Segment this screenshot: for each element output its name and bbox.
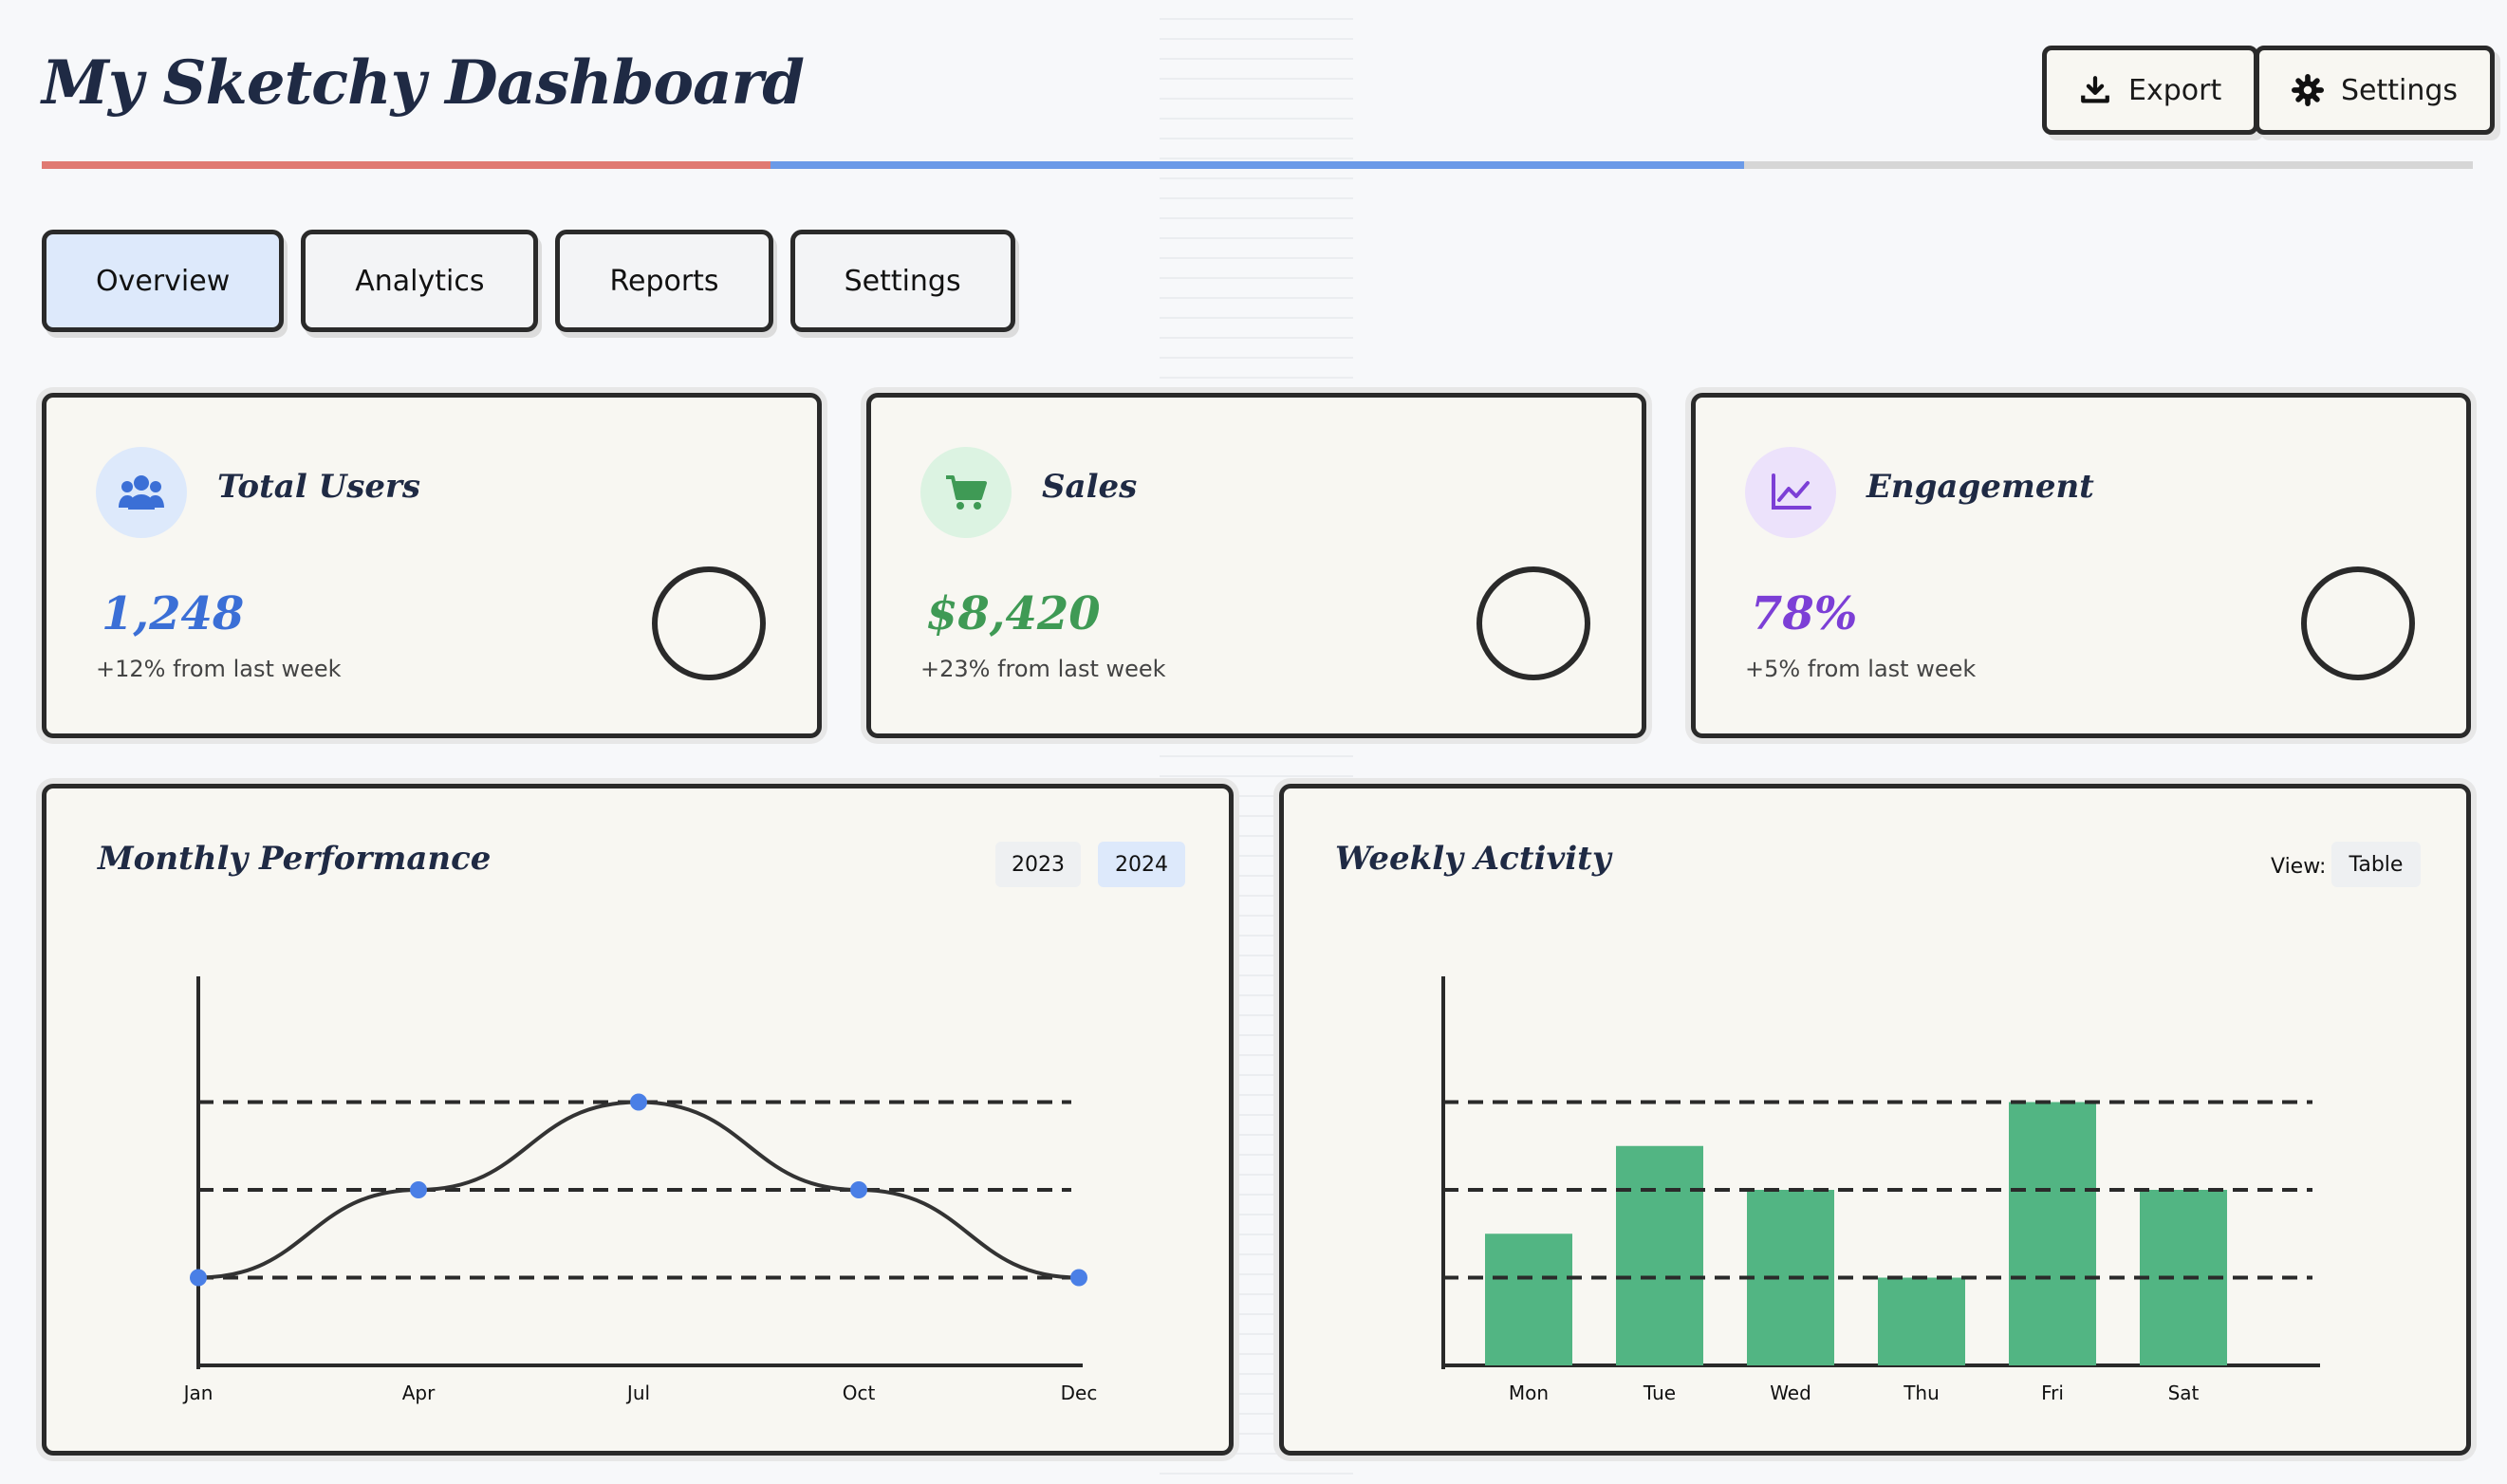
stat-card-sales: Sales $8,420 +23% from last week (866, 393, 1646, 738)
monthly-performance-panel: Monthly Performance 2023 2024 Jan Apr Jul O… (42, 784, 1234, 1456)
header-underline (42, 161, 2473, 169)
stat-card-total-users: Total Users 1,248 +12% from last week (42, 393, 822, 738)
stat-label: Total Users (217, 468, 421, 506)
data-point (630, 1093, 647, 1111)
users-icon (96, 447, 187, 538)
data-point (850, 1181, 867, 1198)
panel-title: Monthly Performance (98, 840, 492, 878)
progress-ring (1476, 566, 1590, 680)
tab-analytics[interactable]: Analytics (301, 230, 539, 332)
tab-settings[interactable]: Settings (789, 230, 1015, 332)
export-label: Export (2128, 73, 2222, 107)
x-tick-label: Oct (843, 1382, 876, 1404)
download-icon (2081, 76, 2109, 103)
year-2024-button[interactable]: 2024 (1098, 842, 1185, 887)
x-tick-label: Wed (1770, 1382, 1811, 1404)
stat-delta: +12% from last week (96, 656, 342, 682)
page-title: My Sketchy Dashboard (42, 47, 805, 119)
tab-overview[interactable]: Overview (42, 230, 285, 332)
progress-ring (652, 566, 766, 680)
weekly-bar-chart: Mon Tue Wed Thu Fri Sat (1441, 976, 2320, 1404)
x-tick-label: Thu (1903, 1382, 1940, 1404)
settings-label: Settings (2341, 73, 2459, 107)
x-tick-label: Jul (625, 1382, 650, 1404)
bar (1485, 1234, 1572, 1365)
panel-title: Weekly Activity (1335, 840, 1611, 878)
export-button[interactable]: Export (2042, 46, 2259, 135)
settings-button[interactable]: Settings (2255, 46, 2496, 135)
stat-delta: +23% from last week (920, 656, 1166, 682)
stat-card-engagement: Engagement 78% +5% from last week (1691, 393, 2471, 738)
year-2023-button[interactable]: 2023 (995, 842, 1081, 887)
x-tick-label: Mon (1509, 1382, 1549, 1404)
tab-reports[interactable]: Reports (555, 230, 773, 332)
data-point (410, 1181, 427, 1198)
bar (2009, 1102, 2096, 1365)
data-point (190, 1269, 207, 1287)
page-header: My Sketchy Dashboard Export Settings (42, 38, 2496, 171)
stat-value: $8,420 (926, 587, 1101, 640)
view-label: View: (2271, 855, 2327, 879)
progress-ring (2301, 566, 2415, 680)
x-tick-label: Apr (402, 1382, 436, 1404)
bar (1616, 1145, 1703, 1365)
monthly-line-chart: Jan Apr Jul Oct Dec (182, 976, 1098, 1404)
weekly-activity-panel: Weekly Activity View: Table Mon Tue Wed Thu… (1279, 784, 2471, 1456)
stat-delta: +5% from last week (1745, 656, 1977, 682)
view-table-button[interactable]: Table (2331, 842, 2421, 887)
tab-bar: Overview Analytics Reports Settings (42, 230, 1015, 332)
gear-icon (2292, 74, 2324, 106)
line-chart-icon (1745, 447, 1836, 538)
x-tick-label: Fri (2041, 1382, 2064, 1404)
x-tick-label: Sat (2168, 1382, 2200, 1404)
stat-value: 78% (1751, 587, 1858, 640)
cart-icon (920, 447, 1012, 538)
stat-label: Engagement (1866, 468, 2094, 506)
stat-label: Sales (1042, 468, 1138, 506)
stat-value: 1,248 (102, 587, 245, 640)
bar (1878, 1277, 1965, 1365)
x-tick-label: Jan (182, 1382, 214, 1404)
data-point (1070, 1269, 1087, 1287)
x-tick-label: Dec (1061, 1382, 1098, 1404)
x-tick-label: Tue (1643, 1382, 1676, 1404)
